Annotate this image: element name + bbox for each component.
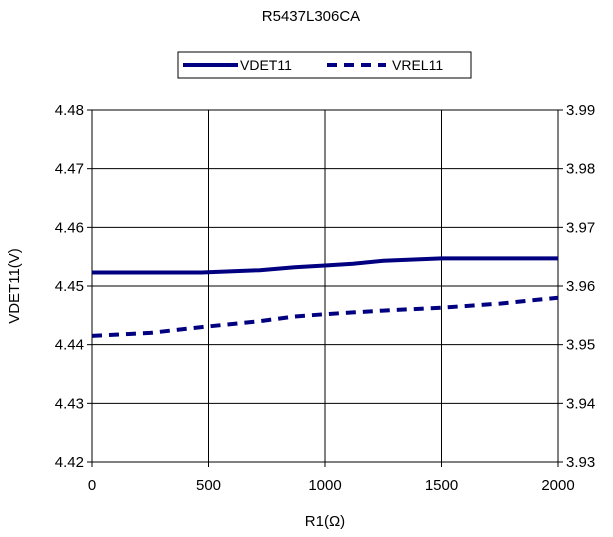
y2-tick-label: 3.93	[566, 454, 595, 471]
y2-tick-label: 3.94	[566, 395, 595, 412]
legend-label-vrel11: VREL11	[392, 57, 443, 73]
gridlines	[92, 110, 558, 462]
y-tick-label: 4.46	[55, 219, 84, 236]
series-lines	[91, 256, 559, 338]
x-tick-label: 2000	[541, 477, 574, 494]
x-tick-label: 500	[196, 477, 221, 494]
x-tick-label: 0	[88, 477, 96, 494]
y-tick-label: 4.48	[55, 102, 84, 119]
y2-tick-label: 3.97	[566, 219, 595, 236]
y-axis-label: VDET11(V)	[6, 248, 23, 324]
y-tick-label: 4.42	[55, 454, 84, 471]
y2-tick-label: 3.99	[566, 102, 595, 119]
y2-tick-label: 3.95	[566, 337, 595, 354]
y2-tick-label: 3.96	[566, 278, 595, 295]
y2-tick-label: 3.98	[566, 161, 595, 178]
x-axis-label: R1(Ω)	[305, 513, 345, 530]
y2-axis-ticks: 3.93 3.94 3.95 3.96 3.97 3.98 3.99	[558, 102, 595, 471]
y-tick-label: 4.44	[55, 337, 84, 354]
x-tick-label: 1500	[425, 477, 458, 494]
legend-label-vdet11: VDET11	[240, 57, 292, 73]
series-line-vrel11	[91, 295, 559, 338]
y-axis-ticks: 4.42 4.43 4.44 4.45 4.46 4.47 4.48	[55, 102, 92, 471]
y-tick-label: 4.47	[55, 161, 84, 178]
y-tick-label: 4.45	[55, 278, 84, 295]
series-line-vdet11	[92, 256, 558, 275]
y-tick-label: 4.43	[55, 395, 84, 412]
chart-title: R5437L306CA	[262, 8, 360, 25]
x-axis-ticks: 0 500 1000 1500 2000	[88, 462, 575, 494]
legend: VDET11 VREL11	[177, 51, 472, 79]
x-tick-label: 1000	[308, 477, 341, 494]
